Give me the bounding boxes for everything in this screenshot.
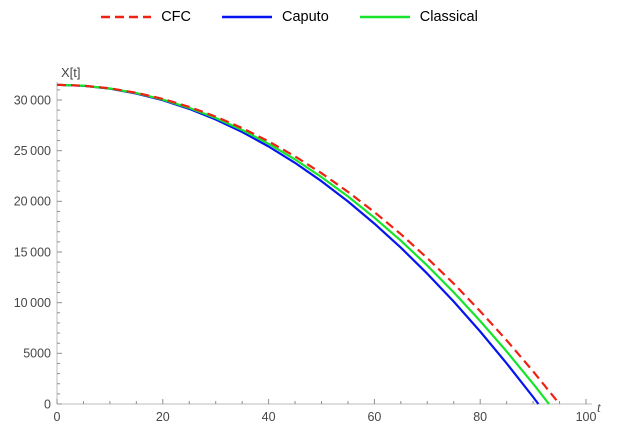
y-tick-label: 30 000 xyxy=(14,93,51,107)
y-tick-label: 25 000 xyxy=(14,144,51,158)
classical-line-swatch xyxy=(359,15,410,19)
legend-label-cfc: CFC xyxy=(161,9,192,25)
legend: CFC Caputo Classical xyxy=(0,10,578,25)
y-tick-label: 20 000 xyxy=(14,195,51,209)
y-axis-label: X[t] xyxy=(61,65,81,80)
legend-item-caputo: Caputo xyxy=(221,10,329,25)
y-tick-label: 0 xyxy=(44,397,51,411)
legend-item-cfc: CFC xyxy=(100,10,191,25)
x-tick-label: 100 xyxy=(576,410,597,424)
y-tick-label: 15 000 xyxy=(14,245,51,259)
legend-item-classical: Classical xyxy=(359,10,478,25)
x-axis-label: t xyxy=(597,400,602,415)
series-cfc xyxy=(56,83,561,405)
x-tick-label: 60 xyxy=(367,410,381,424)
x-tick-label: 0 xyxy=(54,410,61,424)
series-classical xyxy=(56,83,550,405)
x-tick-label: 40 xyxy=(262,410,276,424)
legend-label-classical: Classical xyxy=(419,9,478,25)
x-tick-label: 20 xyxy=(156,410,170,424)
y-tick-label: 10 000 xyxy=(14,296,51,310)
series-caputo xyxy=(56,83,540,405)
legend-label-caputo: Caputo xyxy=(282,9,329,25)
caputo-line-swatch xyxy=(222,15,273,19)
y-tick-label: 5000 xyxy=(23,347,51,361)
cfc-line-swatch xyxy=(101,15,152,19)
x-tick-label: 80 xyxy=(473,410,487,424)
